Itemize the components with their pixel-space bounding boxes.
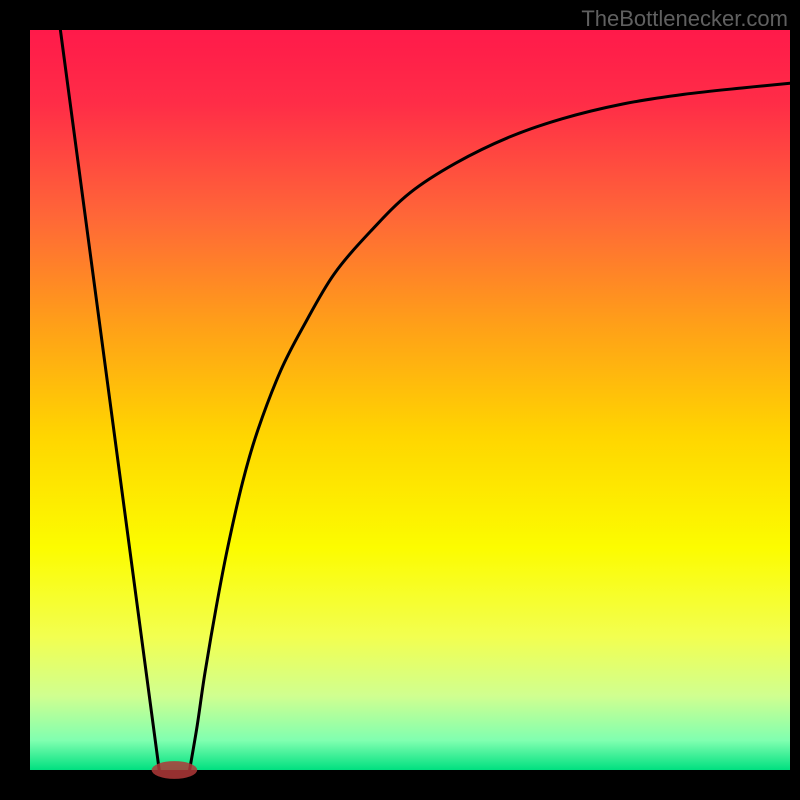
watermark-text: TheBottlenecker.com [581, 6, 788, 32]
bottleneck-chart [0, 0, 800, 800]
chart-container: TheBottlenecker.com [0, 0, 800, 800]
bottleneck-marker [152, 761, 198, 779]
